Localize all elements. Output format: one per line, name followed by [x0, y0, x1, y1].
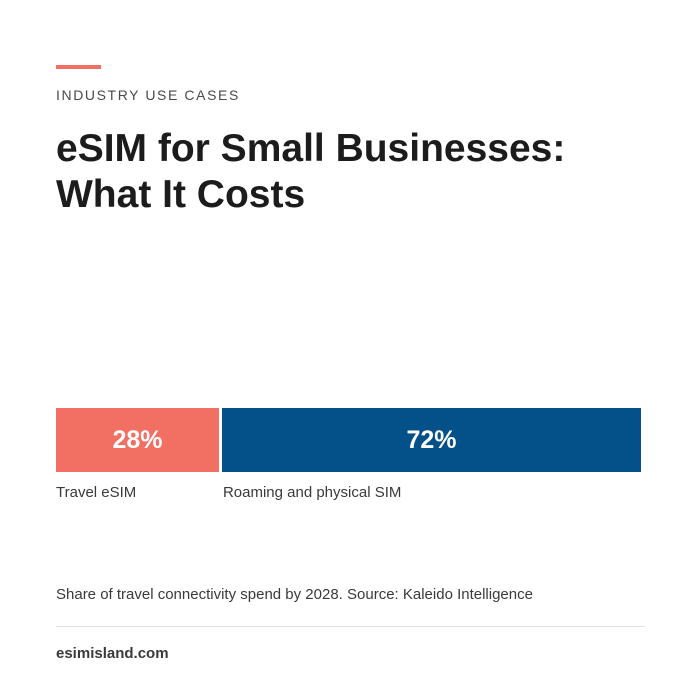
- page-title: eSIM for Small Businesses: What It Costs: [56, 126, 656, 218]
- category-label-travel-esim: Travel eSIM: [56, 484, 137, 501]
- footer-divider: [56, 626, 645, 627]
- category-label-roaming: Roaming and physical SIM: [222, 484, 402, 501]
- title-line-2: What It Costs: [56, 173, 306, 216]
- chart-caption: Share of travel connectivity spend by 20…: [56, 586, 533, 603]
- title-line-1: eSIM for Small Businesses:: [56, 127, 566, 170]
- stacked-bar-chart: 28% 72%: [56, 408, 641, 472]
- bar-roaming-physical-sim: 72%: [221, 408, 641, 472]
- accent-rule: [56, 65, 101, 69]
- bar-travel-esim: 28%: [56, 408, 219, 472]
- bar-divider: [218, 408, 222, 472]
- category-labels: Travel eSIM Roaming and physical SIM: [56, 484, 641, 504]
- footer-site-link[interactable]: esimisland.com: [56, 645, 169, 662]
- bar-value-label-roaming: 72%: [406, 425, 457, 454]
- bar-value-label-travel-esim: 28%: [112, 425, 163, 454]
- eyebrow-label: INDUSTRY USE CASES: [56, 87, 240, 103]
